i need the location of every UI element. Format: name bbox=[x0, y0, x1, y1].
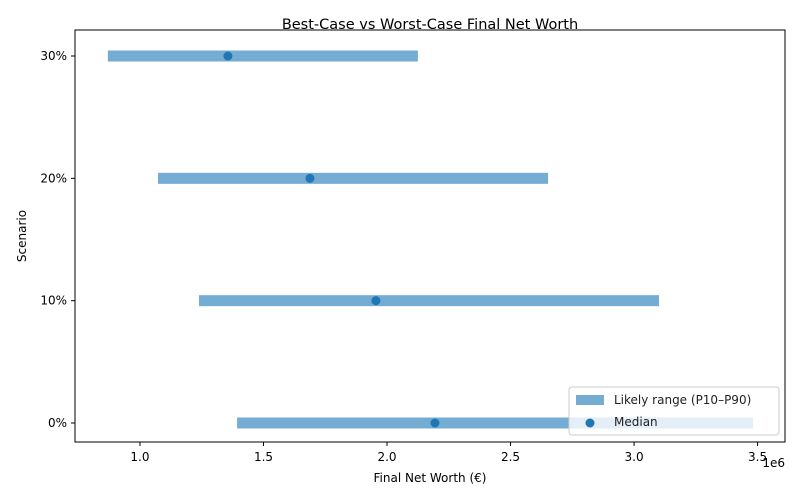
median-point-0% bbox=[430, 418, 440, 428]
legend-range-label: Likely range (P10–P90) bbox=[614, 393, 751, 407]
x-axis-label: Final Net Worth (€) bbox=[374, 471, 487, 485]
range-bar-30% bbox=[107, 50, 418, 62]
median-point-20% bbox=[305, 173, 315, 183]
y-tick-label: 20% bbox=[40, 171, 67, 185]
y-tick-label: 10% bbox=[40, 294, 67, 308]
chart-title: Best-Case vs Worst-Case Final Net Worth bbox=[282, 17, 578, 33]
legend-median-label: Median bbox=[614, 415, 658, 429]
x-tick-label: 2.5 bbox=[501, 450, 520, 464]
legend-box bbox=[568, 386, 780, 436]
range-bar-0% bbox=[237, 417, 754, 429]
legend: Likely range (P10–P90) Median bbox=[568, 386, 780, 436]
x-tick-label: 1.0 bbox=[130, 450, 149, 464]
x-tick-label: 2.0 bbox=[377, 450, 396, 464]
median-point-10% bbox=[371, 296, 381, 306]
x-tick-label: 3.0 bbox=[625, 450, 644, 464]
range-bar-10% bbox=[199, 295, 660, 307]
x-offset-label: 1e6 bbox=[762, 456, 785, 470]
y-tick-label: 30% bbox=[40, 49, 67, 63]
plot-frame bbox=[74, 29, 786, 443]
legend-median-marker bbox=[585, 418, 595, 428]
legend-range-swatch bbox=[576, 395, 604, 405]
x-tick-label: 1.5 bbox=[254, 450, 273, 464]
median-point-30% bbox=[223, 51, 233, 61]
range-bar-20% bbox=[158, 172, 549, 184]
y-tick-label: 0% bbox=[48, 416, 67, 430]
y-axis-label: Scenario bbox=[15, 210, 29, 262]
x-tick-label: 3.5 bbox=[748, 450, 767, 464]
